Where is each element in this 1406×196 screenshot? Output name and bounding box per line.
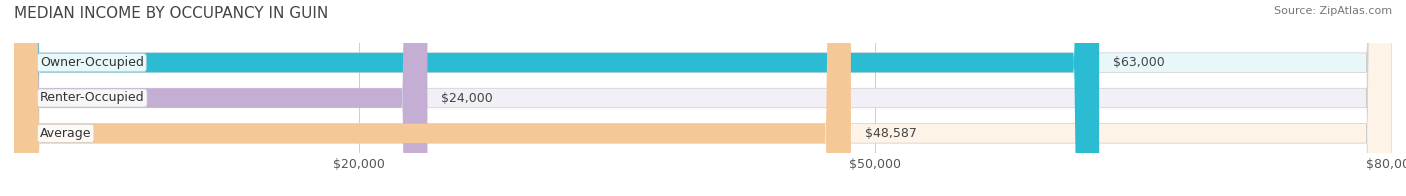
FancyBboxPatch shape — [14, 0, 1392, 196]
Text: $63,000: $63,000 — [1114, 56, 1164, 69]
Text: Renter-Occupied: Renter-Occupied — [39, 92, 145, 104]
Text: Average: Average — [39, 127, 91, 140]
FancyBboxPatch shape — [14, 0, 1099, 196]
Text: MEDIAN INCOME BY OCCUPANCY IN GUIN: MEDIAN INCOME BY OCCUPANCY IN GUIN — [14, 6, 329, 21]
FancyBboxPatch shape — [14, 0, 851, 196]
Text: Owner-Occupied: Owner-Occupied — [39, 56, 143, 69]
Text: $24,000: $24,000 — [441, 92, 494, 104]
Text: Source: ZipAtlas.com: Source: ZipAtlas.com — [1274, 6, 1392, 16]
Text: $48,587: $48,587 — [865, 127, 917, 140]
FancyBboxPatch shape — [14, 0, 1392, 196]
FancyBboxPatch shape — [14, 0, 1392, 196]
FancyBboxPatch shape — [14, 0, 427, 196]
